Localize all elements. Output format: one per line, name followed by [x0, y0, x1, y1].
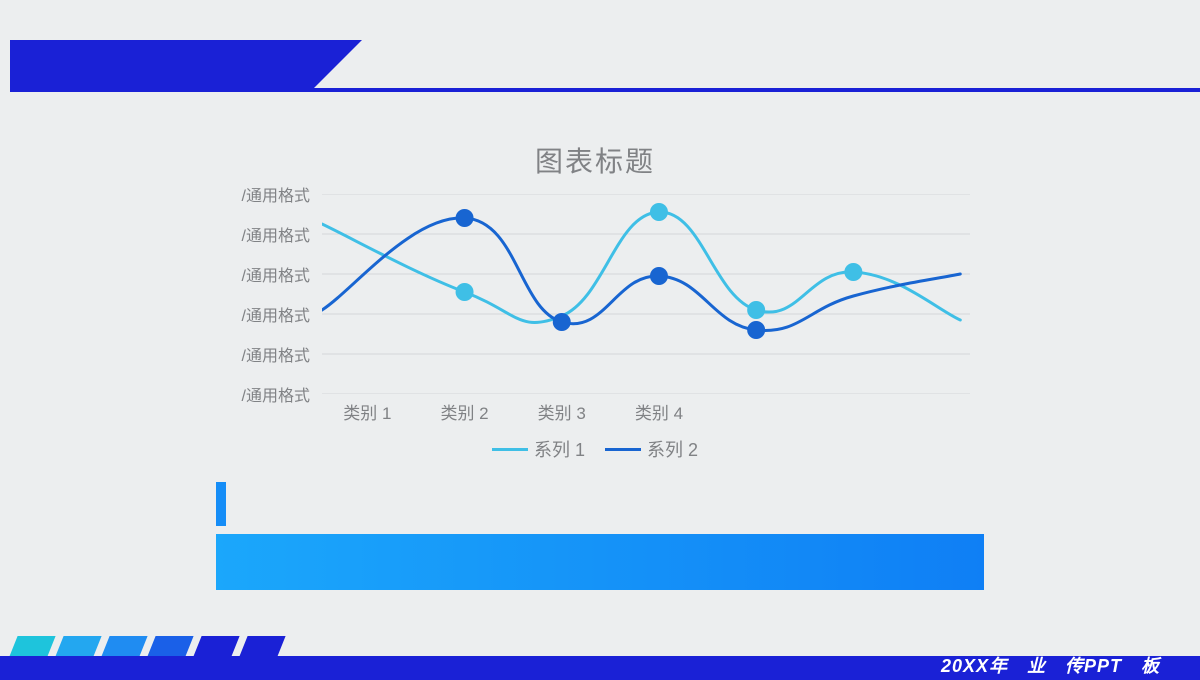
legend-swatch: [492, 448, 528, 451]
x-axis-labels: 类别 1 类别 2 类别 3 类别 4: [322, 399, 970, 427]
header-accent-block: [10, 40, 310, 92]
series-marker: [456, 209, 474, 227]
chart-title: 图表标题: [210, 140, 980, 180]
chart-plot: /通用格式/通用格式/通用格式/通用格式/通用格式/通用格式 类别 1类别 2类…: [210, 194, 980, 394]
y-tick-label: /通用格式: [242, 342, 310, 366]
legend-swatch: [605, 448, 641, 451]
bottom-gradient-bar: [216, 534, 984, 590]
x-tick-label: 类别 1: [343, 399, 391, 424]
series-marker: [747, 321, 765, 339]
series-marker: [844, 263, 862, 281]
series-line: [322, 212, 960, 323]
plot-area: [322, 194, 970, 394]
y-tick-label: /通用格式: [242, 222, 310, 246]
chart-legend: 系列 1 系列 2: [210, 435, 980, 463]
series-marker: [650, 203, 668, 221]
legend-label: 系列 2: [647, 436, 698, 462]
footer-text: 20XX年 业 传PPT 板: [941, 652, 1160, 678]
accent-bar-vertical: [216, 482, 226, 526]
x-tick-label: 类别 2: [440, 399, 488, 424]
legend-item: 系列 2: [605, 436, 698, 462]
y-tick-label: /通用格式: [242, 302, 310, 326]
chart-container: 图表标题 /通用格式/通用格式/通用格式/通用格式/通用格式/通用格式 类别 1…: [210, 140, 980, 460]
chart-svg: [322, 194, 970, 394]
x-tick-label: 类别 3: [538, 399, 586, 424]
y-tick-label: /通用格式: [242, 182, 310, 206]
x-tick-label: 类别 4: [635, 399, 683, 424]
series-marker: [553, 313, 571, 331]
y-axis-labels: /通用格式/通用格式/通用格式/通用格式/通用格式/通用格式: [210, 194, 318, 394]
legend-item: 系列 1: [492, 436, 585, 462]
y-tick-label: /通用格式: [242, 382, 310, 406]
series-marker: [456, 283, 474, 301]
series-marker: [747, 301, 765, 319]
legend-label: 系列 1: [534, 436, 585, 462]
header-accent-line: [10, 88, 1200, 92]
series-marker: [650, 267, 668, 285]
y-tick-label: /通用格式: [242, 262, 310, 286]
